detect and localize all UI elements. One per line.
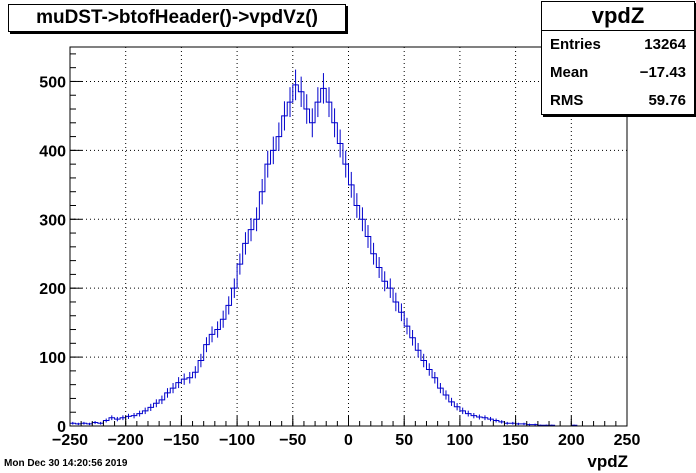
chart-title: muDST->btofHeader()->vpdVz() (8, 4, 346, 32)
y-tick-label: 300 (39, 212, 66, 229)
stats-title: vpdZ (542, 2, 694, 31)
stats-key: Entries (550, 36, 601, 53)
stats-box: vpdZ Entries 13264 Mean −17.43 RMS 59.76 (541, 1, 695, 115)
y-tick-label: 200 (39, 281, 66, 298)
x-tick-label: 50 (395, 432, 413, 449)
x-tick-label: −200 (108, 432, 144, 449)
y-tick-label: 100 (39, 350, 66, 367)
stats-key: RMS (550, 92, 584, 109)
x-axis-label: vpdZ (587, 452, 628, 471)
stats-value: 59.76 (648, 92, 686, 109)
x-tick-label: −50 (279, 432, 306, 449)
x-tick-label: −250 (52, 432, 88, 449)
stats-value: −17.43 (639, 64, 686, 81)
x-tick-label: −100 (219, 432, 255, 449)
x-tick-label: −150 (163, 432, 199, 449)
stats-value: 13264 (644, 36, 686, 53)
x-tick-label: 200 (558, 432, 585, 449)
y-tick-label: 0 (57, 419, 66, 436)
stats-row-mean: Mean −17.43 (542, 59, 694, 87)
histogram-series (69, 84, 627, 427)
stats-row-rms: RMS 59.76 (542, 87, 694, 115)
y-tick-label: 400 (39, 143, 66, 160)
x-tick-label: 150 (502, 432, 529, 449)
stats-row-entries: Entries 13264 (542, 31, 694, 59)
x-tick-label: 250 (614, 432, 641, 449)
y-tick-label: 500 (39, 74, 66, 91)
x-tick-label: 100 (447, 432, 474, 449)
timestamp: Mon Dec 30 14:20:56 2019 (4, 458, 128, 469)
stats-key: Mean (550, 64, 589, 81)
x-tick-label: 0 (344, 432, 353, 449)
